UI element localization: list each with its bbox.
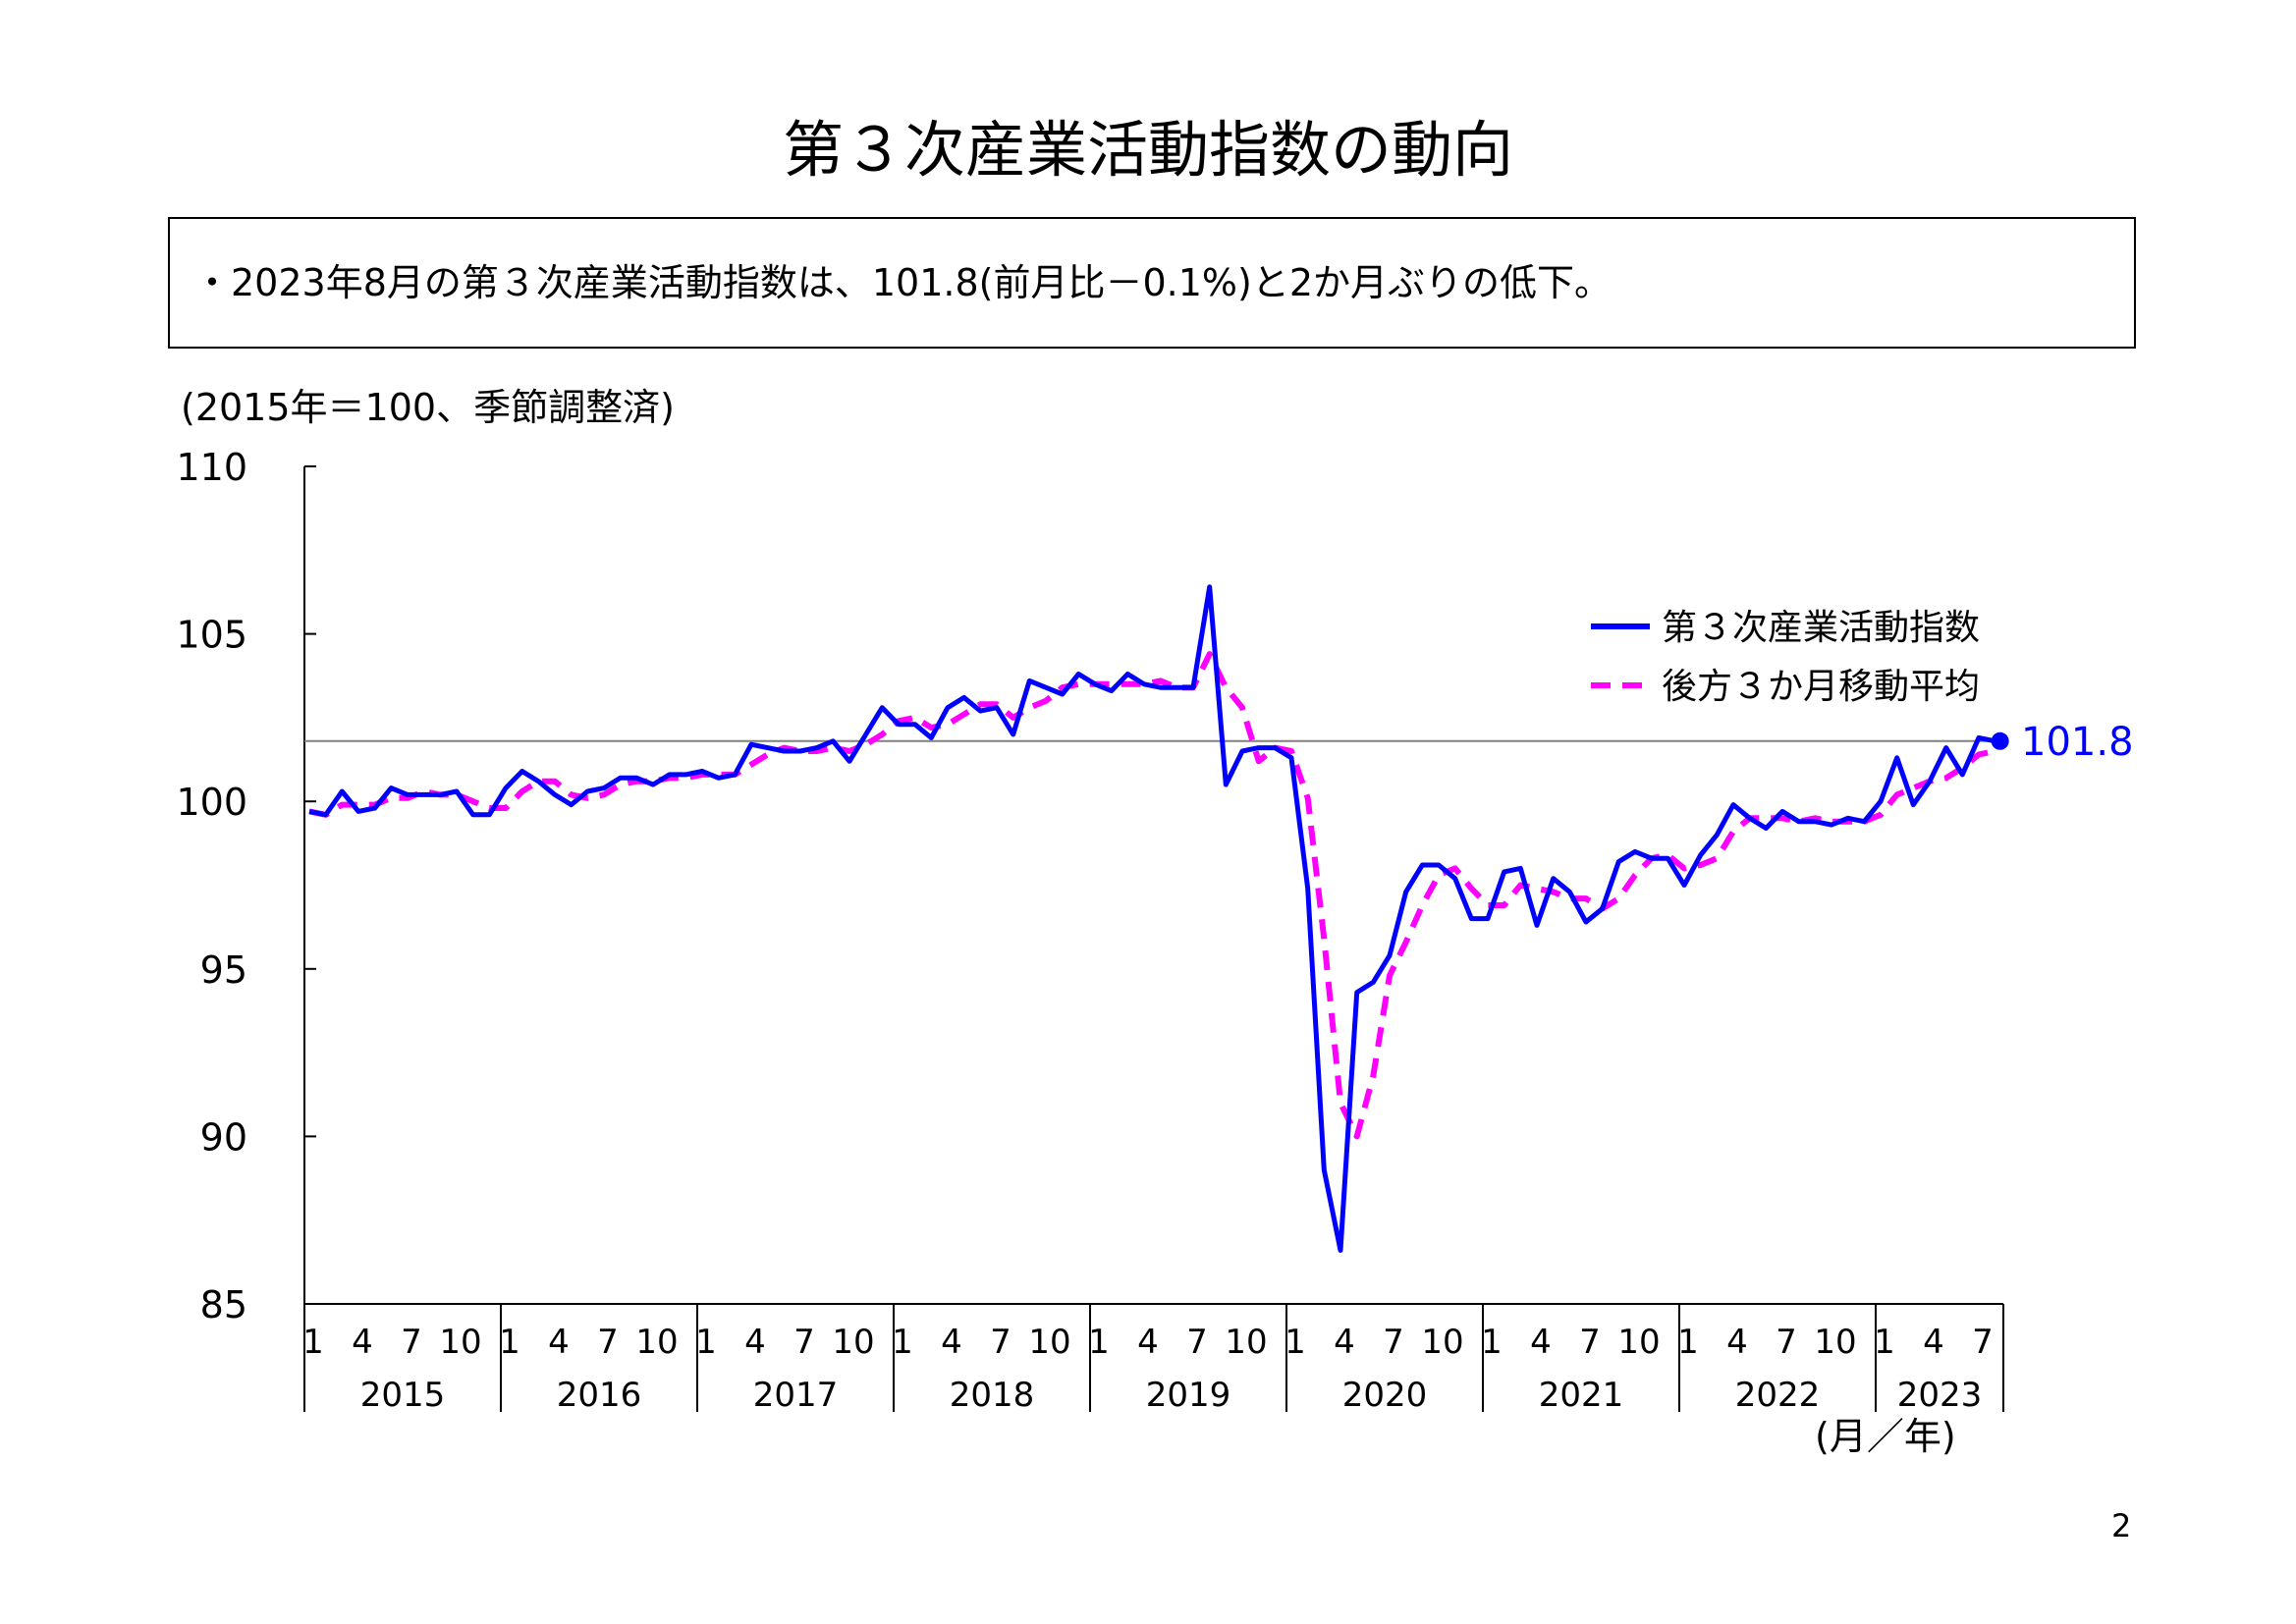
year-label: 2022 bbox=[1735, 1376, 1821, 1415]
legend-label-moving-average: 後方３か月移動平均 bbox=[1662, 667, 1980, 707]
month-tick-label: 7 bbox=[1776, 1323, 1797, 1362]
y-tick-label: 85 bbox=[200, 1283, 247, 1326]
month-tick-label: 7 bbox=[1186, 1323, 1208, 1362]
month-tick-label: 10 bbox=[635, 1323, 678, 1362]
month-tick-label: 4 bbox=[1334, 1323, 1355, 1362]
page-number: 2 bbox=[2111, 1507, 2132, 1544]
month-tick-label: 1 bbox=[1874, 1323, 1895, 1362]
legend-label-index: 第３次産業活動指数 bbox=[1662, 608, 1980, 648]
month-tick-label: 7 bbox=[1972, 1323, 1994, 1362]
month-tick-label: 4 bbox=[1137, 1323, 1159, 1362]
month-tick-label: 1 bbox=[892, 1323, 913, 1362]
y-tick-label: 105 bbox=[176, 614, 247, 657]
y-tick-label: 95 bbox=[200, 948, 247, 992]
last-point-marker bbox=[1991, 731, 2009, 750]
month-tick-label: 7 bbox=[1383, 1323, 1404, 1362]
year-label: 2016 bbox=[557, 1376, 642, 1415]
month-tick-label: 7 bbox=[401, 1323, 422, 1362]
series-line-index bbox=[308, 584, 1996, 1253]
month-tick-label: 7 bbox=[1579, 1323, 1601, 1362]
month-tick-label: 4 bbox=[1726, 1323, 1748, 1362]
month-tick-label: 10 bbox=[1617, 1323, 1660, 1362]
month-tick-label: 4 bbox=[548, 1323, 570, 1362]
month-tick-label: 7 bbox=[990, 1323, 1011, 1362]
month-tick-label: 1 bbox=[695, 1323, 717, 1362]
year-label: 2015 bbox=[360, 1376, 446, 1415]
month-tick-label: 4 bbox=[1530, 1323, 1552, 1362]
month-tick-label: 1 bbox=[1088, 1323, 1110, 1362]
month-tick-label: 4 bbox=[352, 1323, 373, 1362]
y-tick-label: 90 bbox=[200, 1115, 247, 1159]
month-tick-label: 10 bbox=[439, 1323, 481, 1362]
month-tick-label: 10 bbox=[1225, 1323, 1267, 1362]
month-tick-label: 1 bbox=[302, 1323, 324, 1362]
month-tick-label: 10 bbox=[832, 1323, 874, 1362]
month-tick-label: 1 bbox=[1481, 1323, 1503, 1362]
series-line-moving-average bbox=[308, 651, 1996, 1140]
series-lines: 101.8 bbox=[308, 584, 2134, 1253]
y-tick-label: 100 bbox=[176, 781, 247, 824]
month-tick-label: 1 bbox=[1677, 1323, 1699, 1362]
unit-note: (2015年＝100、季節調整済) bbox=[181, 386, 675, 429]
month-tick-label: 4 bbox=[1923, 1323, 1944, 1362]
year-label: 2023 bbox=[1897, 1376, 1983, 1415]
year-label: 2020 bbox=[1342, 1376, 1428, 1415]
month-tick-label: 4 bbox=[941, 1323, 962, 1362]
year-label: 2018 bbox=[950, 1376, 1035, 1415]
x-axis-unit-label: (月／年) bbox=[1815, 1415, 1956, 1458]
month-tick-label: 10 bbox=[1814, 1323, 1856, 1362]
summary-text: ・2023年8月の第３次産業活動指数は、101.8(前月比－0.1%)と2か月ぶ… bbox=[193, 261, 1613, 304]
month-tick-label: 10 bbox=[1421, 1323, 1463, 1362]
month-tick-label: 4 bbox=[744, 1323, 766, 1362]
month-tick-label: 7 bbox=[597, 1323, 619, 1362]
month-tick-label: 1 bbox=[1285, 1323, 1306, 1362]
y-tick-label: 110 bbox=[176, 446, 247, 489]
month-tick-label: 10 bbox=[1028, 1323, 1070, 1362]
year-label: 2017 bbox=[753, 1376, 839, 1415]
year-label: 2019 bbox=[1146, 1376, 1231, 1415]
page-title: 第３次産業活動指数の動向 bbox=[782, 114, 1513, 186]
last-point-label: 101.8 bbox=[2021, 720, 2134, 765]
month-tick-label: 1 bbox=[499, 1323, 520, 1362]
summary-box: ・2023年8月の第３次産業活動指数は、101.8(前月比－0.1%)と2か月ぶ… bbox=[168, 217, 2136, 349]
year-label: 2021 bbox=[1539, 1376, 1624, 1415]
month-tick-label: 7 bbox=[793, 1323, 815, 1362]
